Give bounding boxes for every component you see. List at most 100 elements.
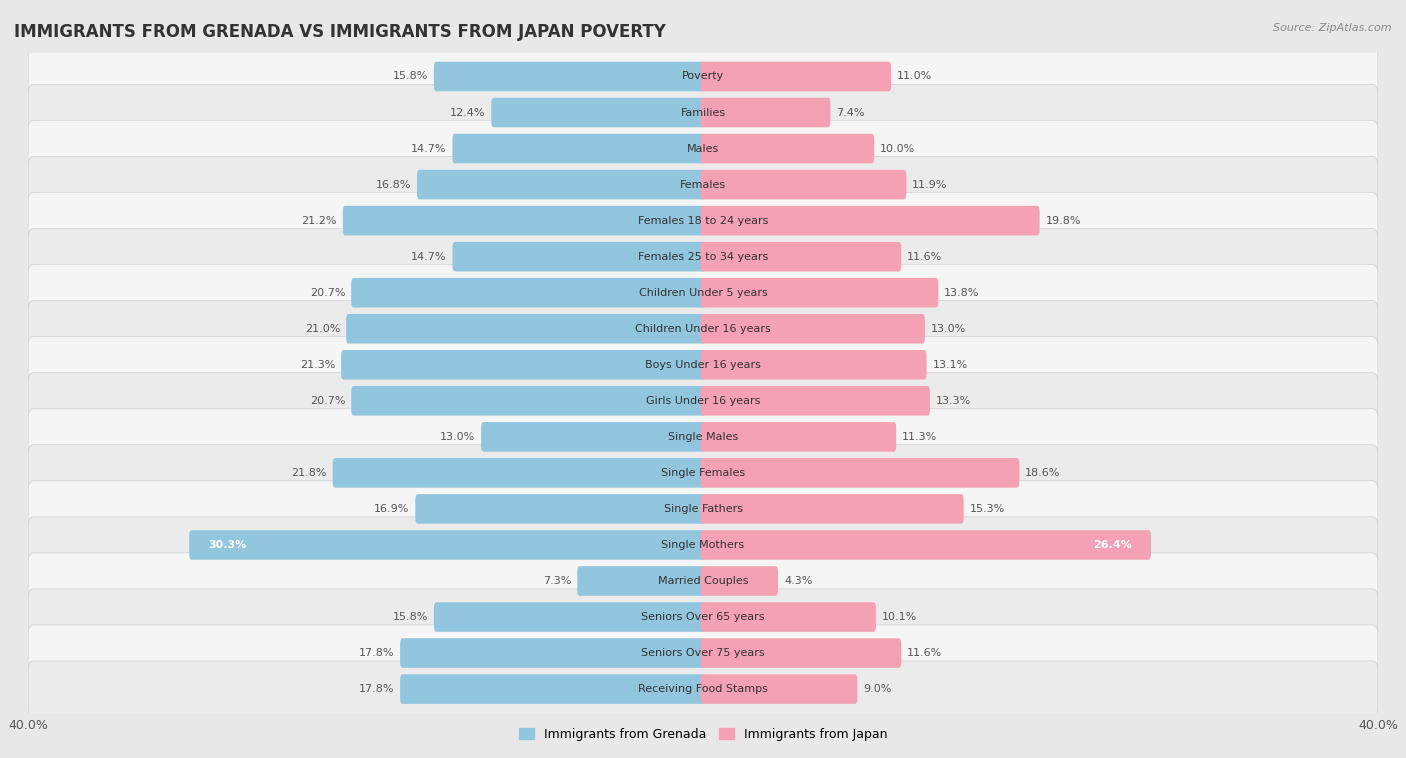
FancyBboxPatch shape: [700, 350, 927, 380]
Text: 13.8%: 13.8%: [945, 288, 980, 298]
FancyBboxPatch shape: [28, 156, 1378, 213]
FancyBboxPatch shape: [333, 458, 706, 487]
FancyBboxPatch shape: [700, 206, 1039, 236]
Text: Source: ZipAtlas.com: Source: ZipAtlas.com: [1274, 23, 1392, 33]
Text: 21.8%: 21.8%: [291, 468, 326, 478]
FancyBboxPatch shape: [28, 265, 1378, 321]
FancyBboxPatch shape: [190, 530, 706, 559]
FancyBboxPatch shape: [700, 98, 831, 127]
FancyBboxPatch shape: [491, 98, 706, 127]
FancyBboxPatch shape: [418, 170, 706, 199]
FancyBboxPatch shape: [700, 314, 925, 343]
FancyBboxPatch shape: [28, 337, 1378, 393]
FancyBboxPatch shape: [401, 675, 706, 704]
FancyBboxPatch shape: [434, 603, 706, 632]
FancyBboxPatch shape: [28, 229, 1378, 285]
FancyBboxPatch shape: [453, 242, 706, 271]
Text: 11.3%: 11.3%: [903, 432, 938, 442]
Text: 10.1%: 10.1%: [882, 612, 917, 622]
Text: Single Fathers: Single Fathers: [664, 504, 742, 514]
Text: 21.3%: 21.3%: [299, 360, 335, 370]
Text: 12.4%: 12.4%: [450, 108, 485, 117]
FancyBboxPatch shape: [352, 278, 706, 308]
Text: 14.7%: 14.7%: [411, 252, 447, 262]
Text: 15.3%: 15.3%: [970, 504, 1005, 514]
FancyBboxPatch shape: [28, 409, 1378, 465]
Text: 16.8%: 16.8%: [375, 180, 411, 190]
Text: 11.0%: 11.0%: [897, 71, 932, 81]
Text: Females: Females: [681, 180, 725, 190]
Text: 21.2%: 21.2%: [301, 215, 337, 226]
Text: Girls Under 16 years: Girls Under 16 years: [645, 396, 761, 406]
Text: IMMIGRANTS FROM GRENADA VS IMMIGRANTS FROM JAPAN POVERTY: IMMIGRANTS FROM GRENADA VS IMMIGRANTS FR…: [14, 23, 666, 41]
Text: 16.9%: 16.9%: [374, 504, 409, 514]
FancyBboxPatch shape: [28, 481, 1378, 537]
FancyBboxPatch shape: [700, 530, 1152, 559]
FancyBboxPatch shape: [342, 350, 706, 380]
Text: Seniors Over 65 years: Seniors Over 65 years: [641, 612, 765, 622]
FancyBboxPatch shape: [700, 386, 929, 415]
FancyBboxPatch shape: [700, 638, 901, 668]
Text: 18.6%: 18.6%: [1025, 468, 1060, 478]
Text: 13.1%: 13.1%: [932, 360, 967, 370]
Text: 15.8%: 15.8%: [392, 612, 427, 622]
FancyBboxPatch shape: [700, 603, 876, 632]
FancyBboxPatch shape: [401, 638, 706, 668]
Text: Boys Under 16 years: Boys Under 16 years: [645, 360, 761, 370]
Text: 11.6%: 11.6%: [907, 252, 942, 262]
FancyBboxPatch shape: [28, 121, 1378, 177]
FancyBboxPatch shape: [343, 206, 706, 236]
FancyBboxPatch shape: [481, 422, 706, 452]
FancyBboxPatch shape: [28, 589, 1378, 645]
FancyBboxPatch shape: [700, 494, 963, 524]
Text: 7.4%: 7.4%: [837, 108, 865, 117]
FancyBboxPatch shape: [28, 517, 1378, 573]
Text: Children Under 16 years: Children Under 16 years: [636, 324, 770, 334]
FancyBboxPatch shape: [700, 675, 858, 704]
Text: Receiving Food Stamps: Receiving Food Stamps: [638, 684, 768, 694]
Text: 17.8%: 17.8%: [359, 684, 394, 694]
Text: Families: Families: [681, 108, 725, 117]
Text: Females 18 to 24 years: Females 18 to 24 years: [638, 215, 768, 226]
FancyBboxPatch shape: [28, 625, 1378, 681]
FancyBboxPatch shape: [28, 373, 1378, 429]
FancyBboxPatch shape: [700, 566, 778, 596]
Text: 7.3%: 7.3%: [543, 576, 571, 586]
FancyBboxPatch shape: [352, 386, 706, 415]
FancyBboxPatch shape: [700, 170, 907, 199]
Text: 13.0%: 13.0%: [440, 432, 475, 442]
Text: Married Couples: Married Couples: [658, 576, 748, 586]
Text: 11.6%: 11.6%: [907, 648, 942, 658]
Text: 20.7%: 20.7%: [309, 396, 346, 406]
FancyBboxPatch shape: [434, 61, 706, 91]
Text: 17.8%: 17.8%: [359, 648, 394, 658]
Text: Seniors Over 75 years: Seniors Over 75 years: [641, 648, 765, 658]
FancyBboxPatch shape: [453, 133, 706, 163]
Text: Males: Males: [688, 143, 718, 154]
FancyBboxPatch shape: [700, 133, 875, 163]
Text: 19.8%: 19.8%: [1046, 215, 1081, 226]
FancyBboxPatch shape: [415, 494, 706, 524]
Text: Single Mothers: Single Mothers: [661, 540, 745, 550]
Text: 30.3%: 30.3%: [208, 540, 247, 550]
FancyBboxPatch shape: [28, 301, 1378, 357]
Text: 26.4%: 26.4%: [1092, 540, 1132, 550]
Text: 14.7%: 14.7%: [411, 143, 447, 154]
Text: 4.3%: 4.3%: [785, 576, 813, 586]
Legend: Immigrants from Grenada, Immigrants from Japan: Immigrants from Grenada, Immigrants from…: [513, 723, 893, 746]
Text: Children Under 5 years: Children Under 5 years: [638, 288, 768, 298]
Text: 13.3%: 13.3%: [936, 396, 972, 406]
FancyBboxPatch shape: [700, 458, 1019, 487]
Text: Single Females: Single Females: [661, 468, 745, 478]
FancyBboxPatch shape: [28, 84, 1378, 141]
Text: Females 25 to 34 years: Females 25 to 34 years: [638, 252, 768, 262]
FancyBboxPatch shape: [28, 193, 1378, 249]
Text: 20.7%: 20.7%: [309, 288, 346, 298]
Text: 15.8%: 15.8%: [392, 71, 427, 81]
FancyBboxPatch shape: [700, 242, 901, 271]
FancyBboxPatch shape: [28, 445, 1378, 501]
FancyBboxPatch shape: [28, 661, 1378, 717]
FancyBboxPatch shape: [700, 422, 896, 452]
Text: 9.0%: 9.0%: [863, 684, 891, 694]
Text: 11.9%: 11.9%: [912, 180, 948, 190]
